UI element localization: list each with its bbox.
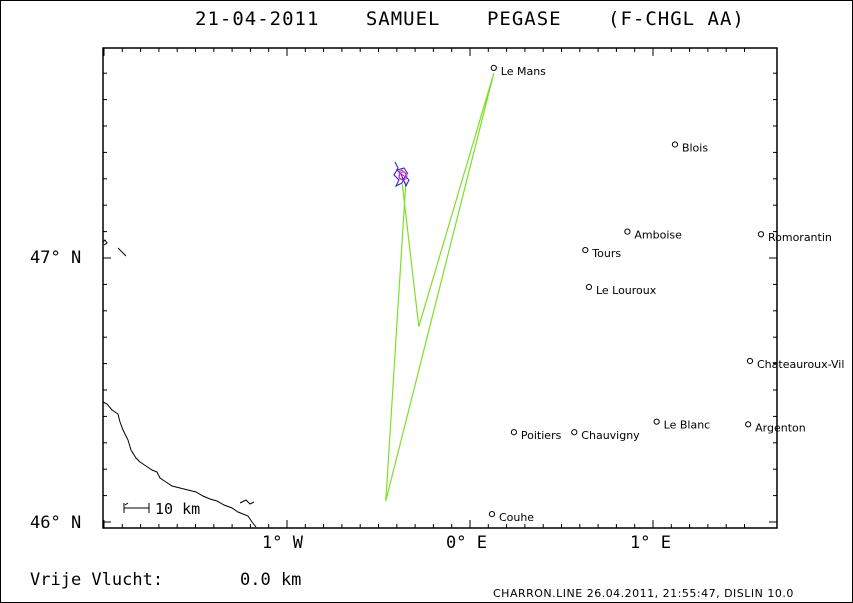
city-amboise: Amboise [624,228,682,242]
pilot-name: SAMUEL [365,8,441,30]
city-marker-icon [653,418,660,425]
coast-islet [117,247,127,257]
city-couhe: Couhe [488,510,534,524]
city-argenton: Argenton [745,421,806,434]
coast-islet [239,499,255,505]
city-marker-icon [490,64,497,72]
city-marker-icon [624,228,631,235]
axis-ticks [103,48,777,528]
city-marker-icon [488,510,496,518]
city-markers: Le Mans Blois Amboise Romorantin Tours Le Lou… [488,64,844,524]
lat-label-47: 47° N [30,248,82,268]
thermal-cluster [393,161,410,188]
city-marker-icon [510,429,518,436]
city-poitiers: Poitiers [510,429,562,442]
lat-label-46: 46° N [30,513,82,533]
city-le-mans: Le Mans [490,64,546,78]
city-marker-icon [757,231,765,238]
city-label: Le Mans [501,65,546,78]
city-label: Amboise [634,229,682,242]
free-flight-distance: 0.0 km [240,570,302,590]
city-label: Le Blanc [664,419,711,432]
free-flight-label: Vrije Vlucht: [30,570,164,590]
city-label: Romorantin [768,231,832,244]
footer-info: CHARRON.LINE 26.04.2011, 21:55:47, DISLI… [493,587,794,600]
city-blois: Blois [671,141,708,154]
city-chauvigny: Chauvigny [571,429,640,442]
city-marker-icon [571,429,578,436]
glider-type: PEGASE [486,8,562,30]
city-label: Chauvigny [581,429,640,442]
city-le-blanc: Le Blanc [653,418,711,432]
city-tours: Tours [582,246,621,260]
city-label: Poitiers [521,429,562,442]
city-chateauroux-vil: Chateauroux-Vil [746,357,844,371]
scale-bar [123,503,150,513]
coast-islet [102,239,108,246]
lon-label-1e: 1° E [630,533,671,553]
city-label: Blois [682,141,708,154]
city-marker-icon [671,141,679,148]
city-marker-icon [746,357,754,365]
city-marker-icon [582,246,589,254]
flight-title: 21-04-2011 SAMUEL PEGASE (F-CHGL AA) [195,8,745,30]
city-label: Argenton [755,421,806,434]
city-marker-icon [745,421,752,428]
flight-track [385,73,495,502]
map-border [102,47,778,529]
city-label: Chateauroux-Vil [757,358,844,371]
city-label: Couhe [499,511,534,524]
coast-islet [124,502,129,506]
city-label: Le Louroux [596,284,657,297]
coastline [102,401,257,528]
city-label: Tours [591,247,621,260]
flight-date: 21-04-2011 [195,8,320,30]
lon-label-1w: 1° W [262,533,303,553]
lon-label-0e: 0° E [446,533,487,553]
glider-registration: (F-CHGL AA) [608,8,745,30]
city-marker-icon [585,283,593,291]
city-romorantin: Romorantin [757,231,832,244]
city-le-louroux: Le Louroux [585,283,657,297]
scale-bar-label: 10 km [155,500,200,518]
